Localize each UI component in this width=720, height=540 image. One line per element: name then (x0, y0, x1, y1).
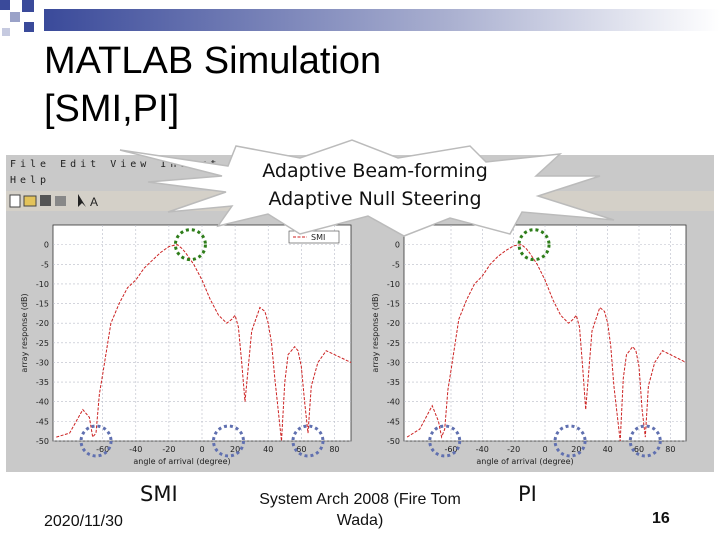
y-axis-label: array response (dB) (20, 293, 29, 372)
y-tick-label: -25 (36, 339, 49, 348)
footer-date: 2020/11/30 (44, 513, 123, 530)
x-tick-label: -40 (129, 445, 142, 454)
callout-line2: Adaptive Null Steering (268, 188, 482, 210)
caption-smi: SMI (140, 482, 178, 506)
x-tick-label: -20 (507, 445, 520, 454)
y-tick-label: -15 (36, 300, 49, 309)
null-marker-circle (428, 424, 462, 458)
ornament-square (10, 12, 20, 22)
y-tick-label: -15 (387, 300, 400, 309)
x-tick-label: 60 (634, 445, 644, 454)
x-tick-label: -60 (444, 445, 457, 454)
x-tick-label: -40 (476, 445, 489, 454)
plot-panel-1: -60 -40 -20 0 20 40 60 80 0 -5 -10 -15 -20 -25 -30 -35 -… (20, 224, 352, 466)
y-tick-label: -40 (387, 398, 400, 407)
x-tick-label: 40 (603, 445, 613, 454)
null-marker-circle (79, 424, 113, 458)
x-axis-label: angle of arrival (degree) (133, 457, 230, 466)
peak-marker-circle (173, 228, 207, 262)
caption-pi: PI (518, 482, 537, 506)
ornament-square (2, 28, 10, 36)
x-tick-label: 20 (571, 445, 581, 454)
plots-area: -60 -40 -20 0 20 40 60 80 0 -5 -10 -15 -20 -25 -30 -35 -… (20, 224, 687, 466)
x-tick-label: 20 (230, 445, 240, 454)
y-tick-label: -35 (36, 378, 49, 387)
y-tick-label: -10 (36, 280, 49, 289)
y-tick-label: -20 (387, 319, 400, 328)
print-icon[interactable] (55, 196, 66, 206)
x-tick-label: 80 (665, 445, 675, 454)
y-axis-label: array response (dB) (371, 293, 380, 372)
new-file-icon[interactable] (9, 194, 21, 208)
x-axis-label: angle of arrival (degree) (476, 457, 573, 466)
y-tick-label: -10 (387, 280, 400, 289)
series-line-smi (56, 244, 352, 442)
x-tick-label: -60 (96, 445, 109, 454)
y-tick-label: -50 (36, 437, 49, 446)
slide-title-line1: MATLAB Simulation (44, 40, 382, 82)
callout-line1: Adaptive Beam-forming (262, 160, 488, 182)
open-folder-icon[interactable] (23, 195, 37, 207)
x-tick-label: 40 (263, 445, 273, 454)
y-tick-label: -30 (387, 358, 400, 367)
slide-number: 16 (652, 510, 670, 527)
y-tick-label: -25 (387, 339, 400, 348)
slide-ornament (0, 0, 720, 36)
ornament-square (0, 0, 10, 10)
y-tick-label: -45 (36, 417, 49, 426)
y-tick-label: -40 (36, 398, 49, 407)
x-tick-label: -20 (162, 445, 175, 454)
y-tick-label: -5 (392, 260, 400, 269)
null-marker-circle (291, 424, 325, 458)
matlab-menubar-help: Help (10, 175, 51, 186)
x-tick-label: 80 (329, 445, 339, 454)
null-marker-circle (553, 424, 587, 458)
legend-label: SMI (311, 233, 325, 242)
text-tool-icon[interactable]: A (90, 195, 98, 209)
x-tick-label: 0 (542, 445, 547, 454)
y-tick-label: -30 (36, 358, 49, 367)
callout-text: Adaptive Beam-forming Adaptive Null Stee… (240, 157, 510, 213)
y-tick-label: -50 (387, 437, 400, 446)
x-tick-label: 60 (296, 445, 306, 454)
y-tick-label: 0 (395, 241, 400, 250)
y-tick-label: -5 (41, 260, 49, 269)
y-tick-label: 0 (44, 241, 49, 250)
ornament-bar (44, 9, 720, 31)
pointer-arrow-icon[interactable] (78, 194, 86, 207)
x-tick-label: 0 (199, 445, 204, 454)
null-marker-circle (628, 424, 662, 458)
slide-title-line2: [SMI,PI] (44, 88, 180, 130)
y-tick-label: -35 (387, 378, 400, 387)
null-marker-circle (211, 424, 245, 458)
ornament-square (22, 0, 34, 12)
peak-marker-circle (517, 228, 551, 262)
callout-burst-shape (119, 139, 615, 237)
y-tick-label: -20 (36, 319, 49, 328)
save-icon[interactable] (40, 195, 51, 206)
series-line-pi (406, 244, 687, 442)
plot-panel-2: -60 -40 -20 0 20 40 60 80 0 -5 -10 -15 -20 -25 -30 -35 -… (371, 224, 687, 466)
y-tick-label: -45 (387, 417, 400, 426)
footer-center-text: System Arch 2008 (Fire Tom Wada) (259, 491, 461, 529)
ornament-square (24, 22, 34, 32)
